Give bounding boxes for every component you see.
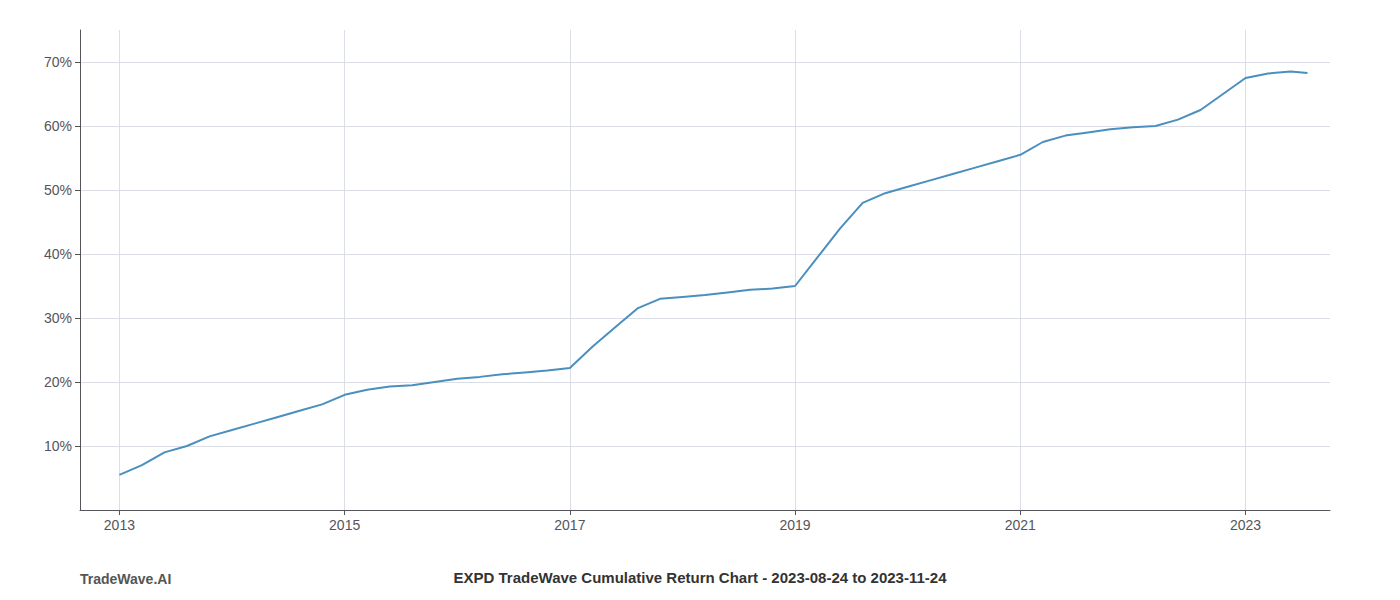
svg-text:TradeWave.AI: TradeWave.AI xyxy=(80,571,171,587)
svg-text:10%: 10% xyxy=(44,438,72,454)
svg-text:2017: 2017 xyxy=(554,517,585,533)
svg-text:2015: 2015 xyxy=(329,517,360,533)
svg-text:60%: 60% xyxy=(44,118,72,134)
svg-text:2019: 2019 xyxy=(780,517,811,533)
svg-text:2021: 2021 xyxy=(1005,517,1036,533)
svg-text:2023: 2023 xyxy=(1230,517,1261,533)
svg-text:50%: 50% xyxy=(44,182,72,198)
svg-text:2013: 2013 xyxy=(104,517,135,533)
svg-text:70%: 70% xyxy=(44,54,72,70)
svg-text:30%: 30% xyxy=(44,310,72,326)
svg-text:EXPD TradeWave Cumulative Retu: EXPD TradeWave Cumulative Return Chart -… xyxy=(454,569,948,586)
svg-text:40%: 40% xyxy=(44,246,72,262)
svg-text:20%: 20% xyxy=(44,374,72,390)
